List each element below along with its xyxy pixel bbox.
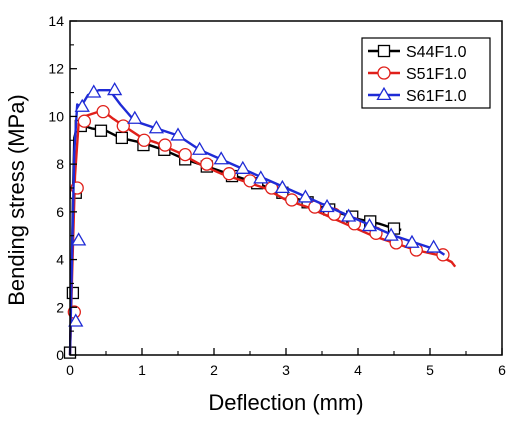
y-tick-label: 6: [56, 204, 64, 220]
series-layer: [63, 82, 457, 359]
data-point-S61F1.0: [253, 170, 269, 184]
x-tick-label: 5: [426, 362, 434, 378]
legend-label: S44F1.0: [406, 44, 467, 61]
data-point-S61F1.0: [213, 151, 229, 165]
x-tick-label: 4: [354, 362, 362, 378]
data-point-S61F1.0: [235, 160, 251, 174]
x-tick-label: 1: [138, 362, 146, 378]
data-point-S61F1.0: [341, 208, 357, 222]
y-tick-label: 0: [56, 347, 64, 363]
data-point-S61F1.0: [107, 82, 123, 96]
data-point-S44F1.0: [115, 131, 128, 145]
data-point-S51F1.0: [77, 114, 92, 128]
y-axis-title: Bending stress (MPa): [4, 94, 29, 306]
data-point-S51F1.0: [178, 147, 192, 162]
data-point-S61F1.0: [383, 227, 399, 241]
legend-label: S51F1.0: [406, 66, 467, 83]
y-tick-label: 14: [48, 13, 64, 29]
y-tick-label: 2: [56, 299, 64, 315]
data-point-S51F1.0: [137, 133, 151, 147]
data-point-S51F1.0: [243, 174, 257, 188]
data-point-S61F1.0: [361, 217, 378, 232]
data-point-S44F1.0: [94, 124, 108, 137]
series-S61F1.0: [68, 82, 446, 356]
data-point-S61F1.0: [71, 232, 87, 246]
series-S44F1.0: [63, 119, 402, 359]
y-tick-label: 4: [56, 252, 64, 268]
x-axis-title: Deflection (mm): [208, 390, 363, 415]
x-tick-label: 6: [498, 362, 506, 378]
y-tick-label: 8: [56, 156, 64, 172]
data-point-S61F1.0: [148, 120, 165, 134]
x-tick-label: 2: [210, 362, 218, 378]
y-tick-label: 10: [48, 108, 64, 124]
data-point-S61F1.0: [74, 98, 90, 112]
data-point-S61F1.0: [274, 179, 291, 194]
data-point-S51F1.0: [200, 157, 214, 171]
data-point-S61F1.0: [191, 141, 208, 155]
data-point-S61F1.0: [319, 198, 335, 213]
data-point-S51F1.0: [285, 193, 299, 207]
x-tick-label: 3: [282, 362, 290, 378]
data-point-S61F1.0: [68, 313, 84, 327]
data-point-S51F1.0: [222, 167, 236, 181]
legend: S44F1.0 S51F1.0 S61F1.0: [361, 37, 491, 109]
data-point-S61F1.0: [404, 234, 420, 248]
legend-marker-S51F1.0: [377, 66, 391, 80]
data-point-S61F1.0: [170, 127, 186, 141]
data-point-S51F1.0: [116, 119, 130, 133]
data-point-S61F1.0: [425, 239, 442, 253]
series-line-S44F1.0: [68, 124, 402, 356]
legend-marker-S44F1.0: [377, 44, 391, 58]
data-point-S61F1.0: [297, 189, 314, 203]
data-point-S61F1.0: [127, 110, 143, 124]
data-point-S51F1.0: [158, 138, 172, 152]
x-tick-label: 0: [66, 362, 74, 378]
data-point-S61F1.0: [86, 84, 102, 98]
data-point-S51F1.0: [96, 105, 110, 119]
legend-marker-S61F1.0: [376, 86, 392, 101]
y-tick-label: 12: [48, 61, 64, 77]
legend-label: S61F1.0: [406, 88, 467, 105]
